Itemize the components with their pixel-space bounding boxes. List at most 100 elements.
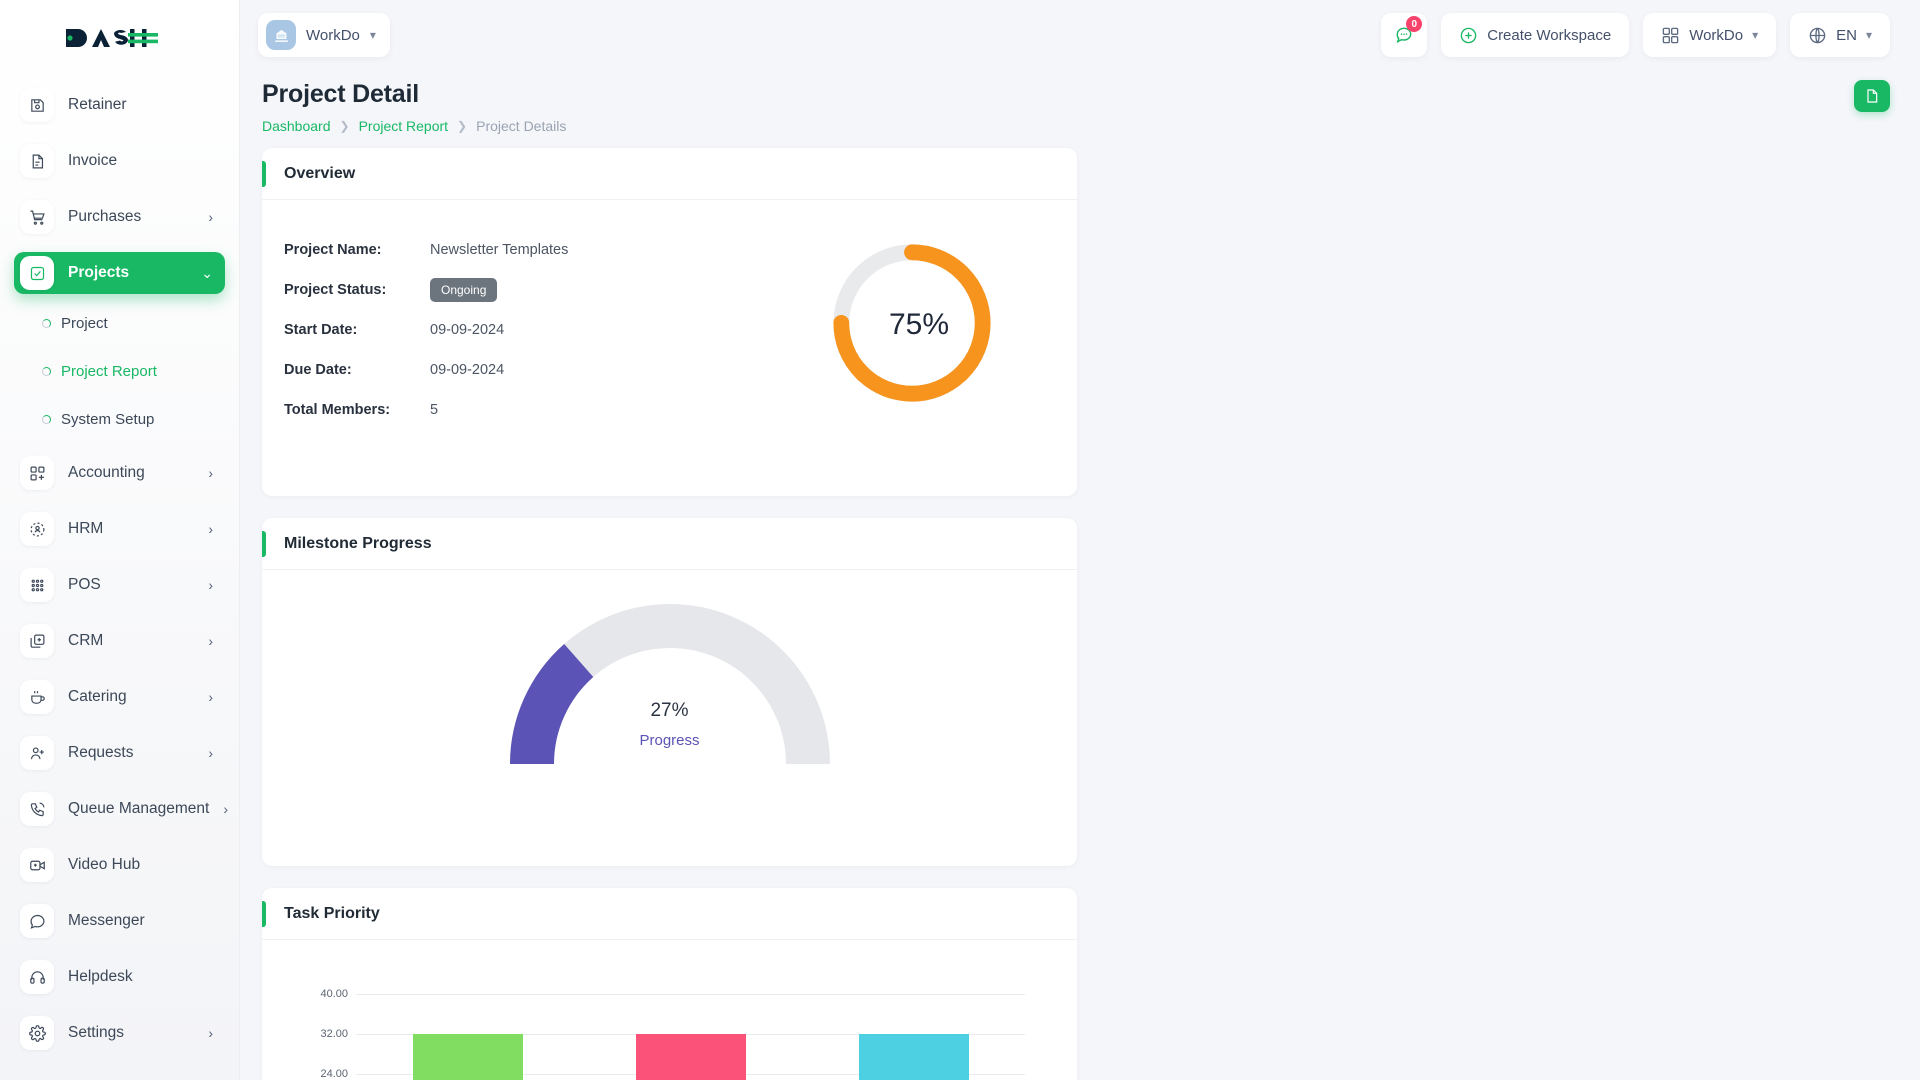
notifications-button[interactable]: 0 [1381, 13, 1428, 57]
workdo-switcher[interactable]: WorkDo ▾ [1643, 13, 1777, 57]
app-logo[interactable] [0, 0, 239, 76]
bar-chart-bar[interactable] [412, 1034, 523, 1080]
breadcrumb-item-dashboard[interactable]: Dashboard [262, 118, 331, 134]
chevron-down-icon: ▾ [369, 28, 376, 42]
chevron-down-icon: ⌄ [201, 265, 213, 281]
page-header: Project Detail Dashboard ❯ Project Repor… [240, 70, 1920, 134]
overview-key: Project Name: [284, 242, 382, 258]
grid-plus-icon [20, 456, 54, 490]
dashboard-grid: Overview Project Name: Newsletter Templa… [240, 134, 1920, 1080]
chevron-right-icon: › [208, 1025, 213, 1041]
page-title: Project Detail [262, 80, 419, 108]
sidebar-item-hrm[interactable]: HRM › [14, 508, 225, 550]
workspace-selector[interactable]: WorkDo ▾ [258, 13, 390, 57]
sidebar-item-retainer[interactable]: Retainer [14, 84, 225, 126]
sidebar: Retainer Invoice Purchases › Projects ⌄ … [0, 0, 240, 1080]
bar-chart-y-tick: 32.00 [320, 1028, 348, 1040]
sidebar-subitem-label: System Setup [61, 410, 155, 428]
sidebar-item-accounting[interactable]: Accounting › [14, 452, 225, 494]
overview-donut-chart: 75% [819, 234, 1019, 420]
milestone-progress-card-body: 27% Progress [262, 570, 1077, 794]
overview-row-project-status: Project Status: Ongoing [284, 268, 819, 312]
milestone-progress-card-title: Milestone Progress [284, 534, 432, 552]
main-content: WorkDo ▾ 0 Create Workspace WorkDo ▾ [240, 0, 1920, 1080]
headset-icon [20, 960, 54, 994]
document-icon [1867, 89, 1878, 103]
phone-icon [20, 792, 54, 826]
sidebar-item-pos[interactable]: POS › [14, 564, 225, 606]
sidebar-item-queue-management[interactable]: Queue Management › [14, 788, 228, 830]
dots-grid-icon [20, 568, 54, 602]
sidebar-item-purchases[interactable]: Purchases › [14, 196, 225, 238]
overview-value: 09-09-2024 [430, 322, 505, 338]
sidebar-item-requests[interactable]: Requests › [14, 732, 225, 774]
bar-chart-slot [579, 994, 802, 1080]
chevron-down-icon: ▾ [1752, 28, 1759, 42]
sidebar-item-label: Purchases [68, 208, 142, 225]
chevron-right-icon: › [208, 209, 213, 225]
chevron-right-icon: › [208, 465, 213, 481]
sidebar-subitem-system-setup[interactable]: System Setup [14, 404, 225, 434]
save-icon [20, 88, 54, 122]
language-switcher[interactable]: EN ▾ [1790, 13, 1890, 57]
overview-card-body: Project Name: Newsletter Templates Proje… [262, 200, 1077, 448]
sidebar-item-label: Invoice [68, 152, 118, 169]
overview-row-total-members: Total Members: 5 [284, 392, 819, 428]
sidebar-item-catering[interactable]: Catering › [14, 676, 225, 718]
breadcrumb-item-project-report[interactable]: Project Report [358, 118, 449, 134]
language-label: EN [1836, 26, 1857, 44]
bar-chart-bars [356, 994, 1025, 1080]
sidebar-item-crm[interactable]: CRM › [14, 620, 225, 662]
sidebar-nav: Retainer Invoice Purchases › Projects ⌄ … [0, 76, 239, 1054]
sidebar-item-label: HRM [68, 520, 104, 537]
sidebar-item-helpdesk[interactable]: Helpdesk [14, 956, 225, 998]
gauge-caption: Progress [639, 732, 700, 749]
header-actions: 0 Create Workspace WorkDo ▾ EN ▾ [1381, 13, 1890, 57]
network-icon [20, 512, 54, 546]
milestone-progress-card: Milestone Progress 27% Progress [262, 518, 1077, 866]
overview-details: Project Name: Newsletter Templates Proje… [284, 226, 819, 428]
donut-center-label: 75% [888, 308, 950, 341]
overview-value: 09-09-2024 [430, 362, 505, 378]
layers-icon [20, 624, 54, 658]
building-icon [266, 20, 296, 50]
file-icon [20, 144, 54, 178]
sidebar-subitem-project[interactable]: Project [14, 308, 225, 338]
chevron-right-icon: › [208, 521, 213, 537]
sidebar-subitem-project-report[interactable]: Project Report [14, 356, 225, 386]
chevron-right-icon: ❯ [457, 119, 468, 133]
export-document-button[interactable] [1854, 80, 1890, 112]
bullet-icon [42, 318, 51, 328]
task-priority-card: Task Priority 40.0032.0024.0016.008.000.… [262, 888, 1077, 1080]
sidebar-item-video-hub[interactable]: Video Hub [14, 844, 225, 886]
sidebar-item-label: Projects [68, 264, 130, 281]
overview-row-project-name: Project Name: Newsletter Templates [284, 232, 819, 268]
bar-chart-slot [802, 994, 1025, 1080]
sidebar-item-label: Settings [68, 1024, 125, 1041]
sidebar-subitem-label: Project Report [61, 362, 157, 380]
chevron-right-icon: › [223, 801, 228, 817]
milestone-gauge-chart: 27% Progress [509, 604, 830, 774]
cart-icon [20, 200, 54, 234]
user-plus-icon [20, 736, 54, 770]
sidebar-item-settings[interactable]: Settings › [14, 1012, 225, 1054]
sidebar-item-label: Retainer [68, 96, 127, 113]
bar-chart-y-tick: 24.00 [320, 1068, 348, 1080]
coffee-icon [20, 680, 54, 714]
bar-chart-bar[interactable] [635, 1034, 746, 1080]
overview-key: Project Status: [284, 282, 387, 298]
sidebar-item-messenger[interactable]: Messenger [14, 900, 225, 942]
chevron-down-icon: ▾ [1865, 28, 1872, 42]
sidebar-item-projects[interactable]: Projects ⌄ [14, 252, 225, 294]
sidebar-item-label: Queue Management [68, 800, 210, 817]
bar-chart-slot [356, 994, 579, 1080]
bar-chart-bar[interactable] [858, 1034, 969, 1080]
dash-logo-icon [66, 29, 158, 47]
sidebar-item-label: Video Hub [68, 856, 141, 873]
sidebar-item-invoice[interactable]: Invoice [14, 140, 225, 182]
sidebar-item-label: Catering [68, 688, 127, 705]
sidebar-item-label: Helpdesk [68, 968, 133, 985]
create-workspace-button[interactable]: Create Workspace [1441, 13, 1630, 57]
chevron-right-icon: ❯ [339, 119, 350, 133]
